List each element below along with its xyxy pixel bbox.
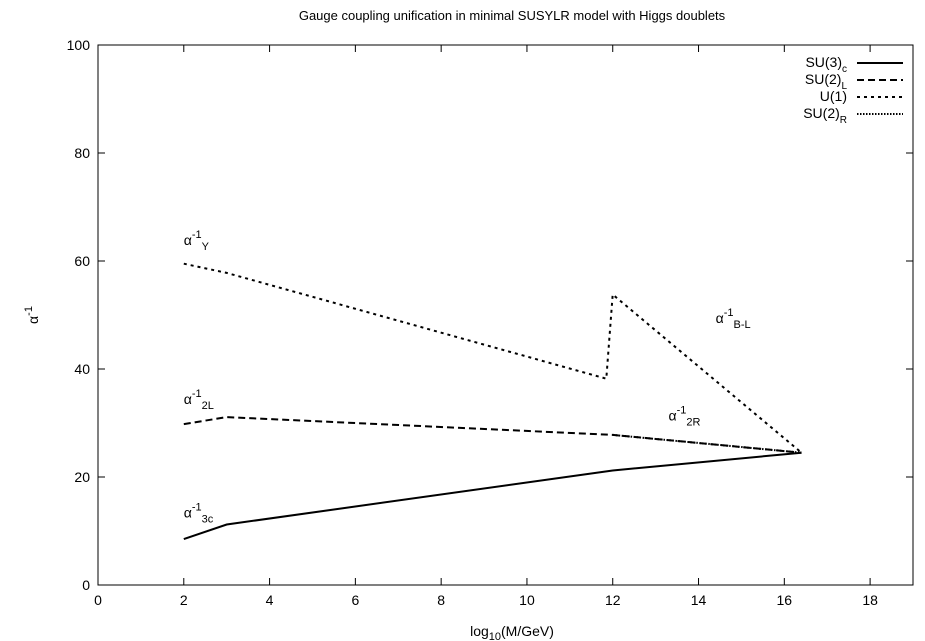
plot-series — [183, 262, 803, 541]
legend: SU(3)cSU(2)LU(1)SU(2)R — [803, 54, 903, 126]
annotation-2R: α-12R — [669, 404, 701, 428]
x-tick-label: 18 — [862, 592, 878, 608]
legend-label-3: SU(2)R — [803, 105, 847, 126]
y-tick-label: 20 — [74, 469, 90, 485]
annotation-B-L: α-1B-L — [716, 307, 751, 331]
plot-frame — [97, 44, 914, 586]
x-tick-label: 4 — [266, 592, 274, 608]
x-tick-label: 12 — [605, 592, 621, 608]
curve-annotations: α-1Y α-12L α-13c α-1B-L α-12R — [184, 229, 751, 526]
chart-title: Gauge coupling unification in minimal SU… — [299, 8, 726, 23]
y-axis-label: α-1 — [23, 306, 41, 324]
x-tick-label: 16 — [777, 592, 793, 608]
y-tick-label: 60 — [74, 253, 90, 269]
series-line-2 — [183, 262, 803, 454]
y-tick-label: 100 — [67, 37, 91, 53]
x-tick-label: 8 — [437, 592, 445, 608]
y-tick-label: 40 — [74, 361, 90, 377]
y-tick-label: 0 — [82, 577, 90, 593]
x-axis-label: log10(M/GeV) — [470, 623, 554, 641]
y-tick-label: 80 — [74, 145, 90, 161]
x-tick-label: 10 — [519, 592, 535, 608]
x-tick-label: 6 — [351, 592, 359, 608]
annotation-2L: α-12L — [184, 388, 214, 412]
legend-label-0: SU(3)c — [805, 54, 847, 75]
y-axis: 0 20 40 60 80 100 — [67, 37, 913, 593]
x-axis: 0 2 4 6 8 10 12 14 16 18 — [94, 45, 878, 608]
legend-label-2: U(1) — [820, 88, 847, 104]
annotation-3c: α-13c — [184, 502, 214, 526]
x-tick-label: 0 — [94, 592, 102, 608]
x-tick-label: 2 — [180, 592, 188, 608]
series-line-0 — [183, 451, 802, 541]
series-line-3 — [612, 433, 802, 454]
legend-label-1: SU(2)L — [805, 71, 848, 92]
annotation-Y: α-1Y — [184, 229, 210, 253]
series-line-1 — [183, 416, 802, 454]
x-tick-label: 14 — [691, 592, 707, 608]
